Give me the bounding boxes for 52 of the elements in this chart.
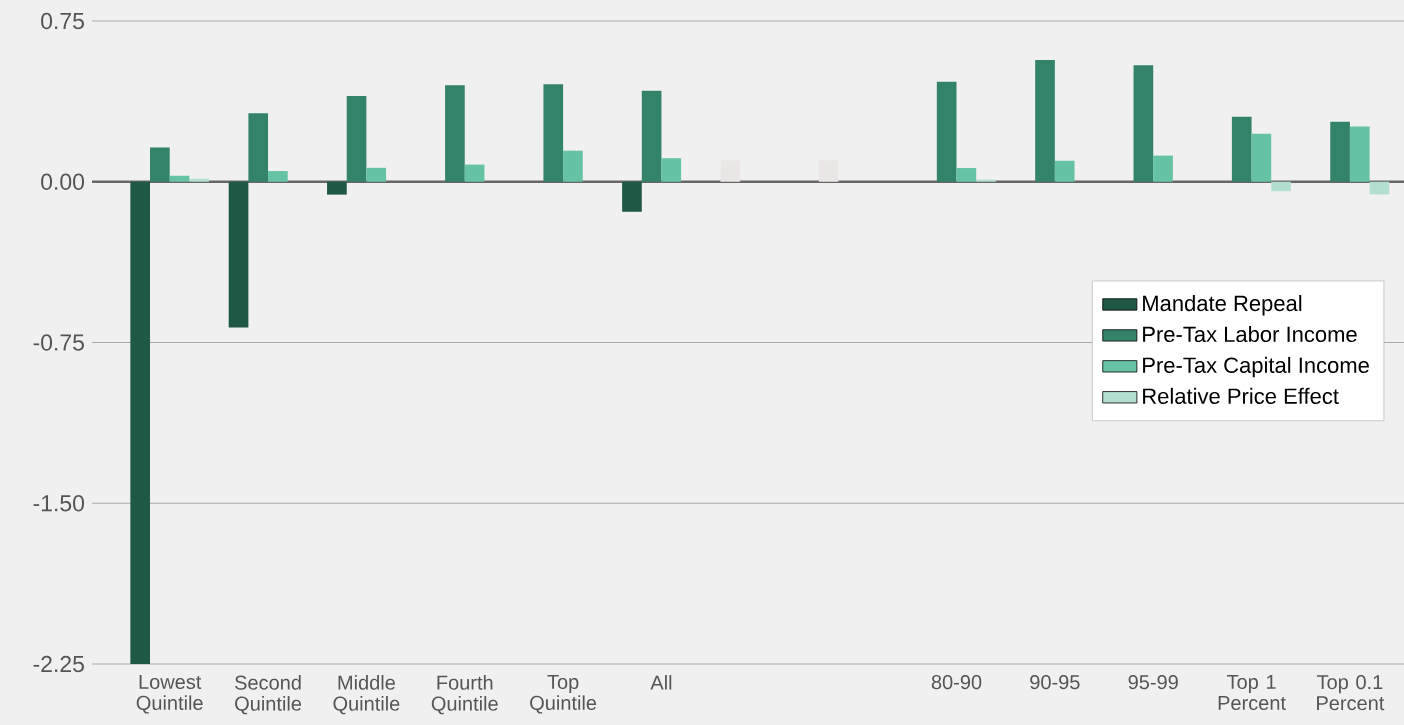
legend-label: Relative Price Effect: [1143, 387, 1339, 404]
bar: [150, 147, 170, 182]
x-tick-label: 80-90: [931, 675, 982, 690]
x-tick-label: Second Quintile: [235, 675, 302, 715]
legend-label: Pre-Tax Labor Income: [1143, 325, 1357, 343]
x-tick-label: Middle Quintile: [333, 675, 400, 715]
y-tick-label: 0.00: [41, 173, 85, 190]
bar: [1054, 160, 1075, 182]
bar: [248, 113, 269, 182]
x-tick-label: 95-99: [1128, 675, 1178, 690]
bar: [1133, 65, 1154, 182]
y-tick-label: -1.50: [33, 495, 85, 512]
bar: [720, 160, 741, 182]
bar: [268, 171, 288, 182]
bar: [936, 81, 957, 182]
bar: [1271, 181, 1291, 192]
x-tick-label: All: [650, 675, 672, 690]
bar: [327, 181, 347, 195]
bar: [346, 96, 367, 182]
bar: [1153, 155, 1173, 182]
bar: [956, 168, 977, 182]
legend-label: Pre-Tax Capital Income: [1143, 356, 1369, 378]
x-tick-label: Fourth Quintile: [431, 675, 498, 715]
x-tick-label: Top 0.1 Percent: [1316, 675, 1385, 711]
bar: [1330, 121, 1350, 182]
y-tick-label: 0.75: [41, 12, 84, 30]
bar: [976, 179, 996, 182]
bar: [1231, 116, 1252, 182]
bar: [366, 167, 387, 182]
bar: [661, 158, 682, 182]
bar: [130, 181, 151, 664]
bar: [1251, 133, 1272, 182]
bar: [228, 181, 249, 328]
x-tick-label: Top Quintile: [530, 675, 597, 714]
bar: [169, 175, 190, 182]
x-tick-label: Lowest Quintile: [136, 675, 203, 714]
bar: [641, 90, 662, 182]
x-tick-label: Top 1 Percent: [1218, 675, 1286, 711]
bar: [818, 160, 839, 182]
bar: [1035, 60, 1055, 182]
bar: [563, 150, 583, 182]
bar: [543, 84, 564, 182]
bar: [1369, 181, 1390, 195]
bar: [189, 178, 210, 182]
bar: [445, 85, 465, 182]
y-tick-label: -0.75: [33, 334, 84, 351]
bar: [1349, 126, 1370, 182]
bar: [622, 181, 642, 212]
x-tick-label: 90-95: [1030, 675, 1080, 690]
bar: [464, 164, 485, 182]
y-tick-label: -2.25: [33, 655, 84, 673]
legend-label: Mandate Repeal: [1143, 294, 1302, 316]
